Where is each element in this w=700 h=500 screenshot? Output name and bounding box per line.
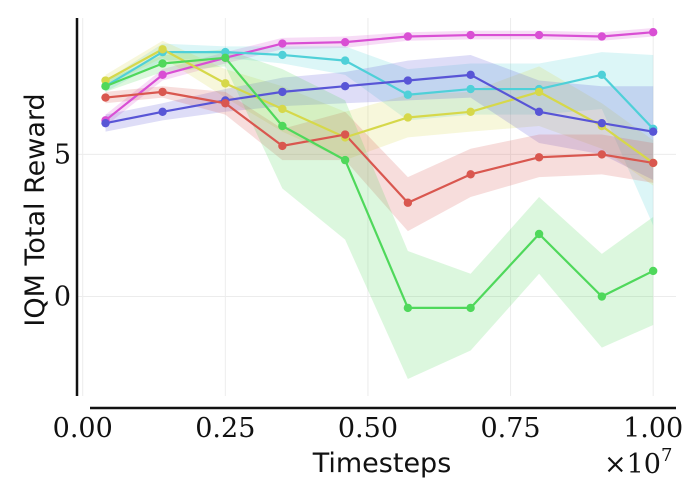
point-magenta-3	[278, 39, 287, 48]
point-blue-8	[597, 118, 607, 128]
x-tick-label-0: 0.00	[53, 413, 113, 444]
series-lines	[104, 31, 654, 309]
point-cyan-4	[340, 56, 350, 65]
point-green-3	[278, 121, 287, 131]
point-green-1	[158, 59, 167, 68]
point-cyan-6	[466, 84, 475, 94]
point-red-0	[101, 93, 110, 102]
point-blue-7	[534, 107, 544, 116]
point-green-8	[597, 292, 607, 301]
point-yellow-7	[534, 87, 544, 97]
point-blue-1	[158, 107, 167, 116]
point-red-7	[534, 153, 544, 162]
x-tick-label-1: 0.25	[195, 413, 255, 444]
point-cyan-3	[278, 50, 287, 60]
point-magenta-8	[597, 32, 607, 41]
point-yellow-5	[403, 113, 413, 122]
point-red-2	[221, 99, 230, 108]
y-tick-labels: 05	[54, 139, 71, 312]
point-yellow-1	[158, 45, 167, 54]
point-magenta-7	[534, 30, 544, 40]
point-blue-9	[648, 127, 658, 136]
point-cyan-8	[597, 70, 607, 80]
point-yellow-6	[466, 107, 475, 116]
confidence-bands	[105, 27, 654, 379]
y-tick-label-1: 5	[54, 139, 71, 170]
point-blue-4	[340, 82, 350, 91]
point-magenta-1	[158, 70, 167, 80]
point-yellow-2	[221, 79, 230, 88]
point-red-4	[340, 130, 350, 139]
point-red-9	[648, 158, 658, 168]
band-green	[105, 49, 654, 379]
x-axis-multiplier: ×107	[604, 445, 672, 480]
point-red-1	[158, 87, 167, 97]
line-blue	[105, 73, 654, 133]
point-magenta-9	[648, 28, 658, 37]
point-blue-5	[403, 76, 413, 85]
point-red-8	[597, 150, 607, 159]
band-blue	[105, 54, 654, 180]
band-red	[105, 86, 654, 232]
point-green-9	[648, 266, 658, 276]
point-green-7	[534, 229, 544, 239]
point-blue-3	[278, 87, 287, 97]
point-magenta-4	[340, 37, 350, 47]
point-red-6	[466, 170, 475, 179]
point-yellow-3	[278, 104, 287, 114]
point-cyan-5	[403, 90, 413, 99]
point-green-4	[340, 155, 350, 165]
point-red-5	[403, 198, 413, 207]
x-axis-multiplier-exponent: 7	[661, 445, 672, 466]
point-magenta-6	[466, 30, 475, 40]
series-points	[101, 28, 658, 313]
point-green-5	[403, 303, 413, 313]
y-axis-title: IQM Total Reward	[20, 93, 51, 326]
point-green-0	[101, 82, 110, 91]
line-red	[105, 90, 654, 204]
x-tick-labels: 0.00 0.25 0.50 0.75 1.00	[53, 413, 684, 444]
line-cyan	[104, 51, 654, 130]
point-blue-6	[466, 70, 475, 80]
line-green	[105, 56, 654, 309]
x-tick-label-2: 0.50	[338, 413, 398, 444]
point-magenta-5	[403, 32, 413, 41]
point-blue-0	[101, 118, 110, 128]
y-tick-label-0: 0	[54, 282, 71, 313]
point-red-3	[278, 141, 287, 151]
x-tick-label-3: 0.75	[480, 413, 540, 444]
point-green-2	[221, 53, 230, 62]
x-tick-label-4: 1.00	[623, 413, 683, 444]
point-green-6	[466, 303, 475, 313]
line-yellow	[104, 48, 654, 164]
x-axis-title: Timesteps	[312, 448, 452, 479]
x-axis-multiplier-base: ×10	[604, 449, 661, 480]
